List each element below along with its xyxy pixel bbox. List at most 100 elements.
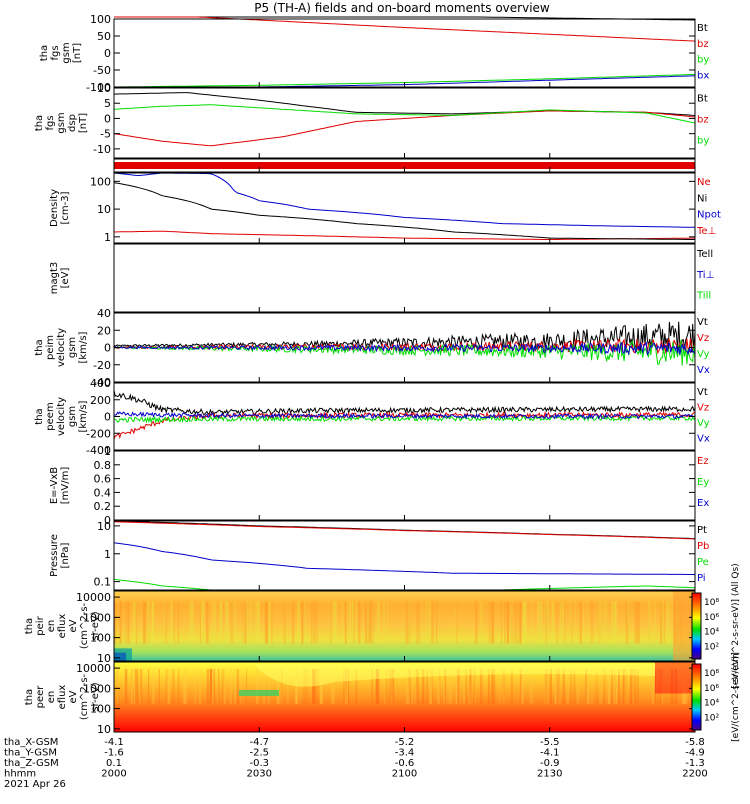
spectrogram-texture bbox=[590, 601, 594, 644]
spectrogram-texture bbox=[224, 669, 226, 704]
spectrogram-texture bbox=[127, 601, 129, 644]
spectrogram-texture bbox=[349, 601, 351, 644]
spectrogram-texture bbox=[237, 669, 240, 704]
flag-bar bbox=[114, 162, 695, 169]
legend-Te⊥: Te⊥ bbox=[696, 226, 716, 237]
spectrogram-texture bbox=[622, 669, 625, 704]
spectrogram-texture bbox=[328, 601, 331, 644]
spectrogram-texture bbox=[567, 669, 569, 704]
y-axis-label: [nT] bbox=[78, 113, 89, 133]
panel-9: 10 1 0.1 Pressure [nPa] Pt Pb Pe Pi bbox=[49, 520, 709, 592]
panel-3 bbox=[113, 158, 696, 173]
spectrogram-texture bbox=[539, 601, 543, 644]
spectrogram-texture bbox=[210, 669, 214, 704]
spectrogram-texture bbox=[474, 601, 478, 644]
spectrogram-texture bbox=[389, 669, 392, 704]
y-axis-label: E=-VxB bbox=[49, 467, 60, 504]
spectrogram-texture bbox=[373, 601, 375, 644]
spectrogram-texture bbox=[418, 601, 421, 644]
y-tick-label: -5 bbox=[100, 128, 111, 141]
spectrogram-texture bbox=[313, 601, 315, 644]
spectrogram-texture bbox=[613, 669, 615, 704]
legend-Ne: Ne bbox=[697, 177, 711, 188]
y-axis-label: (cm^2-s- bbox=[79, 673, 90, 720]
panel-1: 100 50 0 -50 -100 tha fgs gsm [nT] Bt bz by bx bbox=[39, 13, 709, 94]
spectrogram-texture bbox=[653, 601, 656, 644]
spectrogram-texture bbox=[529, 669, 532, 704]
spectrogram-texture bbox=[479, 669, 483, 704]
spectrogram-texture bbox=[421, 669, 425, 704]
y-tick-label: 100 bbox=[90, 175, 111, 188]
spectrogram-texture bbox=[431, 601, 434, 644]
y-axis-label: gsm bbox=[56, 112, 67, 133]
spectrogram-texture bbox=[439, 669, 441, 704]
spectrogram-texture bbox=[591, 669, 593, 704]
legend-bz: bz bbox=[697, 115, 709, 126]
spectrogram-texture bbox=[342, 601, 344, 644]
spectrogram-texture bbox=[573, 669, 576, 704]
y-tick-label: 0.2 bbox=[94, 500, 112, 513]
spectrogram-texture bbox=[481, 601, 484, 644]
y-axis-label: [km/s] bbox=[78, 331, 89, 363]
spectrogram-texture bbox=[210, 669, 212, 704]
spectrogram-texture bbox=[213, 601, 217, 644]
spectrogram-texture bbox=[491, 601, 495, 644]
spectrogram-texture bbox=[570, 669, 572, 704]
spectrogram-texture bbox=[202, 601, 205, 644]
spectrogram-texture bbox=[428, 669, 432, 704]
spectrogram-texture bbox=[627, 601, 630, 644]
spectrogram-texture bbox=[317, 669, 320, 704]
spectrogram-texture bbox=[428, 601, 432, 644]
y-tick-label: 10 bbox=[97, 82, 111, 95]
spectrogram-texture bbox=[446, 669, 448, 704]
y-axis-label: gsm bbox=[61, 42, 72, 63]
series-line-Vx bbox=[113, 411, 696, 420]
spectrogram-texture bbox=[124, 601, 127, 644]
spectrogram-texture bbox=[660, 601, 662, 644]
spectrogram-texture bbox=[425, 669, 429, 704]
spectrogram-texture bbox=[626, 669, 629, 704]
spectrogram-texture bbox=[551, 601, 553, 644]
legend-Bt: Bt bbox=[697, 93, 708, 104]
spectrogram-texture bbox=[671, 601, 674, 644]
panel-frame bbox=[113, 520, 696, 591]
spectrogram-texture bbox=[234, 669, 237, 704]
legend-Vz: Vz bbox=[697, 402, 709, 413]
spectrogram-texture bbox=[130, 669, 133, 704]
series-line-by bbox=[113, 104, 696, 124]
series-line-Vz bbox=[113, 410, 696, 440]
spectrogram-texture bbox=[226, 601, 229, 644]
spectrogram-texture bbox=[519, 669, 522, 704]
spectrogram-texture bbox=[599, 601, 602, 644]
spectrogram-texture bbox=[184, 669, 188, 704]
spectrogram-texture bbox=[425, 601, 428, 644]
spectrogram-texture bbox=[262, 669, 266, 704]
spectrogram-texture bbox=[371, 669, 373, 704]
y-tick-label: 100 bbox=[90, 632, 111, 645]
spectrogram-texture bbox=[564, 601, 566, 644]
spectrogram-texture bbox=[450, 669, 453, 704]
y-axis-label: Density bbox=[49, 189, 60, 227]
spectrogram-texture bbox=[469, 669, 473, 704]
spectrogram-texture bbox=[355, 601, 358, 644]
spectrogram-texture bbox=[408, 669, 411, 704]
spectrogram-texture bbox=[411, 669, 413, 704]
spectrogram-texture bbox=[147, 601, 150, 644]
spectrogram-texture bbox=[520, 669, 523, 704]
legend-Till: Till bbox=[696, 290, 711, 301]
spectrogram-texture bbox=[551, 601, 555, 644]
spectrogram-texture bbox=[523, 601, 526, 644]
spectrogram-texture bbox=[334, 601, 338, 644]
y-tick-label: 10 bbox=[97, 723, 111, 736]
spectrogram-texture bbox=[405, 669, 409, 704]
y-tick-label: 0.6 bbox=[94, 473, 112, 486]
y-tick-label: 10 bbox=[97, 520, 111, 533]
spectrogram-texture bbox=[210, 669, 213, 704]
spectrogram-texture bbox=[173, 601, 176, 644]
spectrogram-texture bbox=[601, 601, 603, 644]
spectrogram-texture bbox=[209, 669, 213, 704]
spectrogram-texture bbox=[377, 601, 380, 644]
spectrogram-texture bbox=[295, 669, 298, 704]
y-tick-label: -20 bbox=[93, 359, 111, 372]
spectrogram-texture bbox=[229, 669, 232, 704]
